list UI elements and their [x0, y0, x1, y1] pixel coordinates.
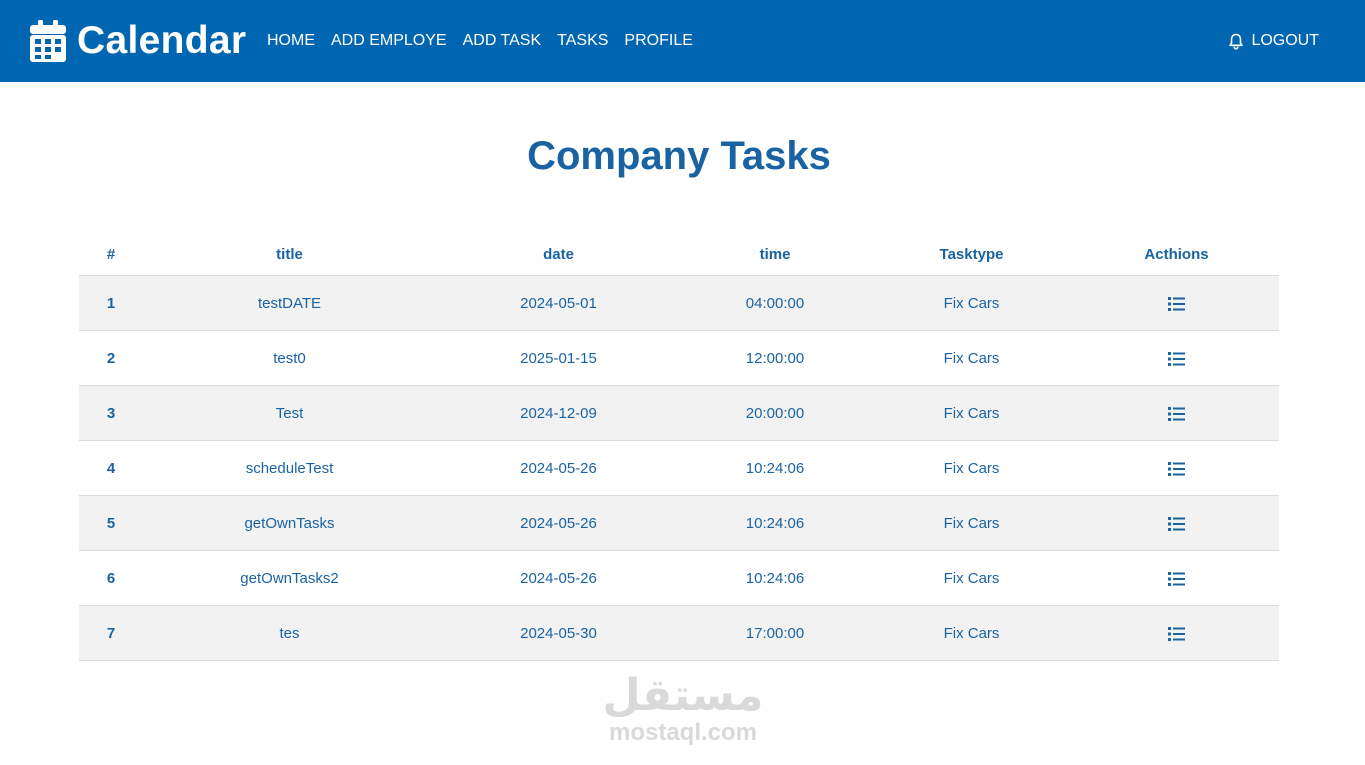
row-tasktype: Fix Cars	[869, 495, 1074, 551]
list-icon[interactable]	[1168, 296, 1185, 312]
row-tasktype: Fix Cars	[869, 275, 1074, 331]
row-tasktype: Fix Cars	[869, 385, 1074, 441]
row-time: 10:24:06	[681, 440, 869, 496]
row-number: 4	[79, 440, 143, 496]
bell-icon	[1229, 33, 1244, 50]
list-icon[interactable]	[1168, 571, 1185, 587]
page-title: Company Tasks	[527, 134, 831, 178]
table-row: 3 Test 2024-12-09 20:00:00 Fix Cars	[79, 385, 1279, 441]
logout-button[interactable]: LOGOUT	[1228, 31, 1319, 51]
list-icon[interactable]	[1168, 516, 1185, 532]
row-date: 2024-05-26	[436, 440, 681, 496]
row-time: 10:24:06	[681, 495, 869, 551]
list-icon[interactable]	[1168, 626, 1185, 642]
nav-link-home[interactable]: HOME	[267, 32, 315, 49]
row-title: getOwnTasks2	[143, 550, 436, 606]
row-title: testDATE	[143, 275, 436, 331]
brand[interactable]: Calendar	[30, 16, 246, 66]
table-row: 4 scheduleTest 2024-05-26 10:24:06 Fix C…	[79, 440, 1279, 496]
row-title: getOwnTasks	[143, 495, 436, 551]
row-tasktype: Fix Cars	[869, 330, 1074, 386]
row-date: 2024-05-30	[436, 605, 681, 661]
header-tasktype: Tasktype	[869, 233, 1074, 276]
row-tasktype: Fix Cars	[869, 550, 1074, 606]
row-tasktype: Fix Cars	[869, 440, 1074, 496]
logout-label: LOGOUT	[1251, 32, 1319, 49]
row-number: 5	[79, 495, 143, 551]
row-number: 6	[79, 550, 143, 606]
table-row: 1 testDATE 2024-05-01 04:00:00 Fix Cars	[79, 275, 1279, 331]
row-actions	[1074, 275, 1279, 331]
table-row: 6 getOwnTasks2 2024-05-26 10:24:06 Fix C…	[79, 550, 1279, 606]
row-tasktype: Fix Cars	[869, 605, 1074, 661]
row-number: 7	[79, 605, 143, 661]
nav-links: HOME ADD EMPLOYE ADD TASK TASKS PROFILE	[267, 31, 693, 51]
nav-link-tasks[interactable]: TASKS	[557, 32, 609, 49]
row-actions	[1074, 495, 1279, 551]
watermark: مستقل mostaql.com	[583, 668, 783, 746]
row-date: 2024-05-26	[436, 550, 681, 606]
row-time: 12:00:00	[681, 330, 869, 386]
row-number: 2	[79, 330, 143, 386]
watermark-arabic: مستقل	[602, 670, 764, 721]
header-number: #	[79, 233, 143, 276]
row-title: scheduleTest	[143, 440, 436, 496]
row-actions	[1074, 385, 1279, 441]
row-time: 20:00:00	[681, 385, 869, 441]
row-actions	[1074, 440, 1279, 496]
row-title: Test	[143, 385, 436, 441]
row-number: 1	[79, 275, 143, 331]
row-date: 2024-12-09	[436, 385, 681, 441]
tasks-table: # title date time Tasktype Acthions 1 te…	[79, 233, 1279, 661]
header-actions: Acthions	[1074, 233, 1279, 276]
nav-link-add-employe[interactable]: ADD EMPLOYE	[331, 32, 447, 49]
list-icon[interactable]	[1168, 351, 1185, 367]
list-icon[interactable]	[1168, 461, 1185, 477]
row-time: 04:00:00	[681, 275, 869, 331]
row-actions	[1074, 550, 1279, 606]
row-date: 2024-05-26	[436, 495, 681, 551]
top-navbar: Calendar HOME ADD EMPLOYE ADD TASK TASKS…	[0, 0, 1365, 82]
table-row: 2 test0 2025-01-15 12:00:00 Fix Cars	[79, 330, 1279, 386]
row-date: 2025-01-15	[436, 330, 681, 386]
row-actions	[1074, 330, 1279, 386]
row-number: 3	[79, 385, 143, 441]
header-title: title	[143, 233, 436, 276]
row-date: 2024-05-01	[436, 275, 681, 331]
calendar-icon	[30, 20, 66, 62]
watermark-latin: mostaql.com	[608, 719, 758, 746]
header-time: time	[681, 233, 869, 276]
table-header-row: # title date time Tasktype Acthions	[79, 233, 1279, 276]
row-time: 10:24:06	[681, 550, 869, 606]
header-date: date	[436, 233, 681, 276]
row-title: test0	[143, 330, 436, 386]
row-time: 17:00:00	[681, 605, 869, 661]
brand-title: Calendar	[77, 19, 247, 62]
nav-link-add-task[interactable]: ADD TASK	[462, 32, 542, 49]
table-row: 7 tes 2024-05-30 17:00:00 Fix Cars	[79, 605, 1279, 661]
list-icon[interactable]	[1168, 406, 1185, 422]
nav-link-profile[interactable]: PROFILE	[624, 32, 693, 49]
table-row: 5 getOwnTasks 2024-05-26 10:24:06 Fix Ca…	[79, 495, 1279, 551]
row-actions	[1074, 605, 1279, 661]
row-title: tes	[143, 605, 436, 661]
